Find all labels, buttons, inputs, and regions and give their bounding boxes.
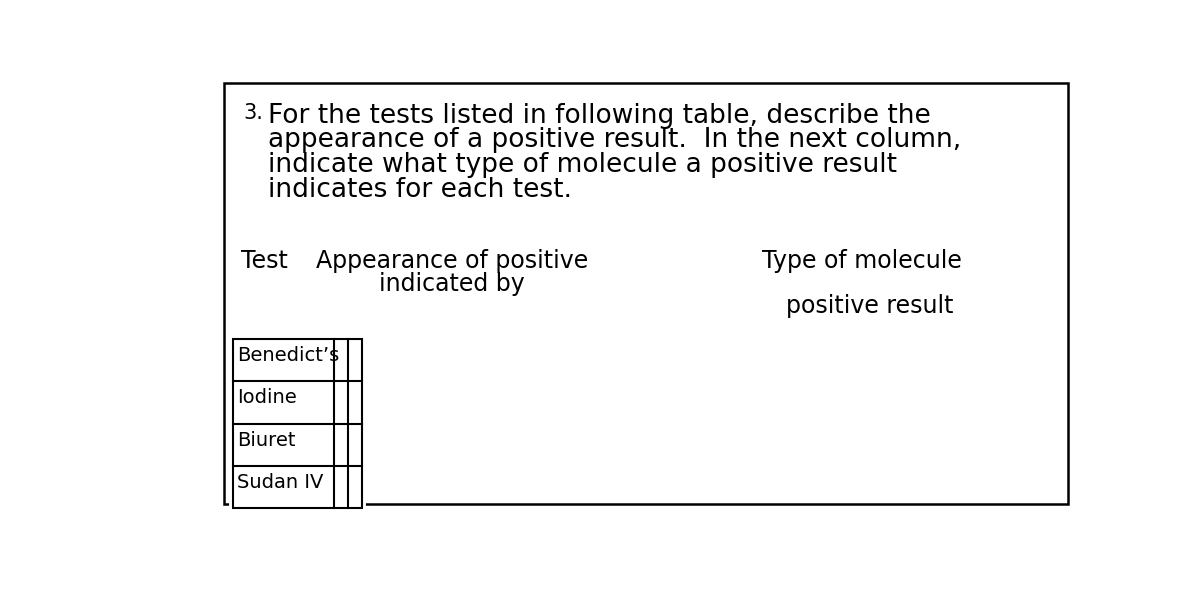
Text: indicates for each test.: indicates for each test.: [268, 177, 571, 202]
Text: indicated by: indicated by: [379, 272, 526, 296]
Text: Test: Test: [241, 249, 288, 273]
Text: Biuret: Biuret: [236, 431, 295, 450]
Bar: [233, 339, 361, 508]
Text: appearance of a positive result.  In the next column,: appearance of a positive result. In the …: [268, 127, 961, 153]
Text: For the tests listed in following table, describe the: For the tests listed in following table,…: [268, 103, 930, 128]
Text: Type of molecule: Type of molecule: [762, 249, 962, 273]
Text: positive result: positive result: [786, 293, 953, 318]
Text: Appearance of positive: Appearance of positive: [316, 249, 588, 273]
Text: Iodine: Iodine: [236, 388, 296, 408]
Text: 3.: 3.: [242, 103, 263, 123]
Text: indicate what type of molecule a positive result: indicate what type of molecule a positiv…: [268, 152, 896, 178]
Text: Sudan IV: Sudan IV: [236, 473, 323, 492]
Text: Benedict’s: Benedict’s: [236, 346, 340, 365]
Bar: [223, 82, 1068, 503]
